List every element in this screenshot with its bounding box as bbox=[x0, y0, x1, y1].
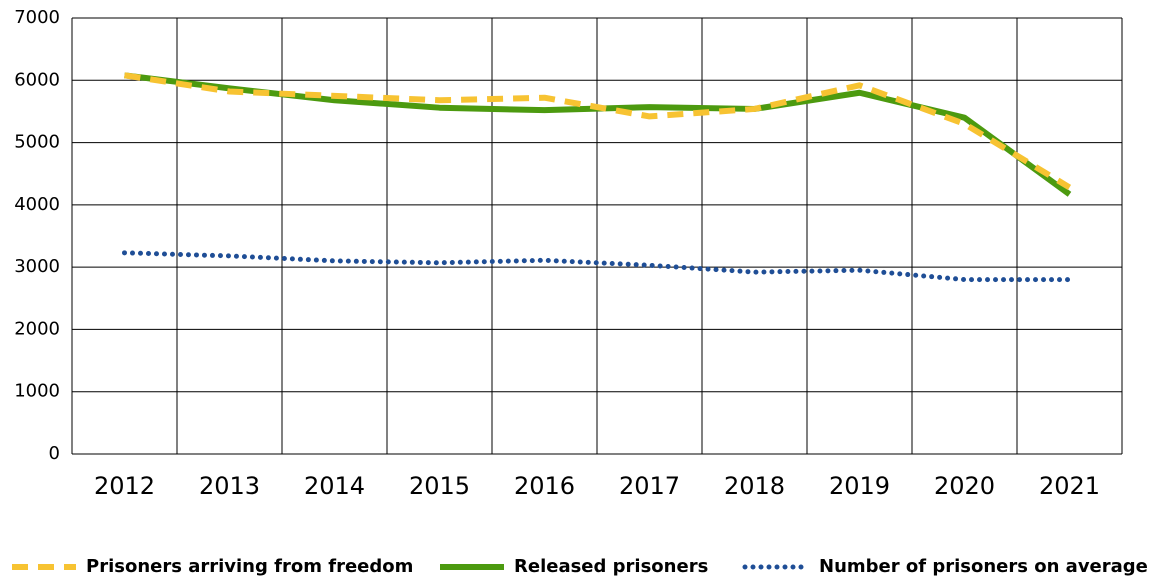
x-tick-label: 2018 bbox=[724, 472, 785, 500]
x-tick-label: 2015 bbox=[409, 472, 470, 500]
x-tick-label: 2017 bbox=[619, 472, 680, 500]
x-tick-label: 2013 bbox=[199, 472, 260, 500]
legend-label: Prisoners arriving from freedom bbox=[86, 556, 413, 577]
x-tick-label: 2016 bbox=[514, 472, 575, 500]
x-tick-label: 2020 bbox=[934, 472, 995, 500]
y-tick-label: 7000 bbox=[14, 7, 60, 28]
y-tick-label: 5000 bbox=[14, 132, 60, 153]
x-tick-label: 2019 bbox=[829, 472, 890, 500]
y-tick-label: 6000 bbox=[14, 69, 60, 90]
series-line bbox=[122, 250, 1072, 283]
x-tick-label: 2014 bbox=[304, 472, 365, 500]
x-tick-label: 2012 bbox=[94, 472, 155, 500]
y-tick-label: 3000 bbox=[14, 256, 60, 277]
y-tick-label: 2000 bbox=[14, 318, 60, 339]
series-line bbox=[124, 72, 1072, 190]
legend-label: Number of prisoners on average bbox=[819, 556, 1148, 577]
y-tick-label: 1000 bbox=[14, 381, 60, 402]
x-tick-label: 2021 bbox=[1039, 472, 1100, 500]
y-tick-label: 4000 bbox=[14, 194, 60, 215]
y-tick-label: 0 bbox=[49, 443, 60, 464]
legend-label: Released prisoners bbox=[514, 556, 708, 577]
